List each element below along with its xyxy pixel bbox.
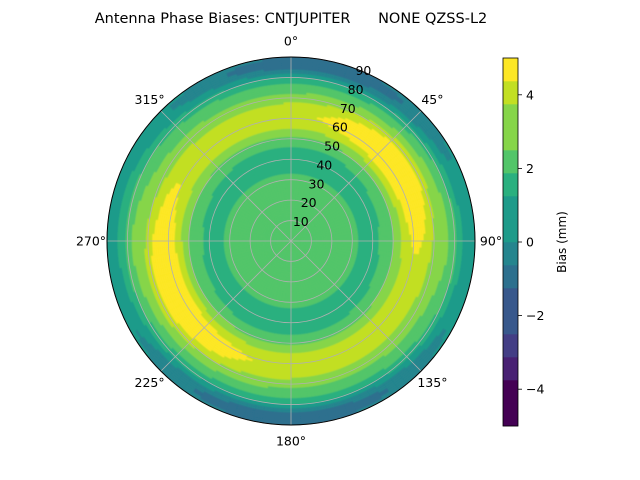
- chart-title: Antenna Phase Biases: CNTJUPITER NONE QZ…: [95, 11, 488, 27]
- contour-layer: [107, 57, 475, 425]
